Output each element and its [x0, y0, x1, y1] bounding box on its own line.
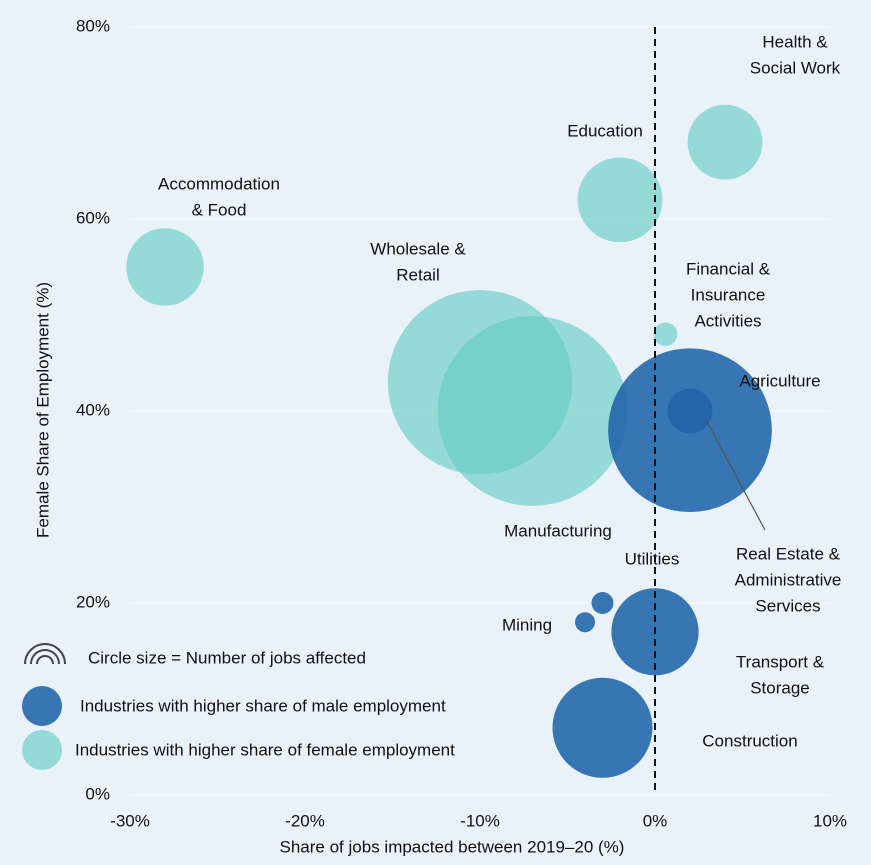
point-label: Health &: [762, 32, 828, 51]
legend-swatch: [22, 730, 62, 770]
bubble: [126, 228, 204, 306]
size-legend-icon: [30, 649, 60, 665]
point-label: Services: [755, 596, 820, 615]
point-label: Accommodation: [158, 174, 280, 193]
x-axis-label: Share of jobs impacted between 2019–20 (…: [280, 837, 625, 856]
point-label: Utilities: [625, 549, 680, 568]
bubble: [577, 157, 663, 243]
size-legend-icon: [36, 655, 54, 665]
point-label: Administrative: [735, 570, 842, 589]
x-tick-label: -10%: [460, 811, 500, 830]
x-tick-label: -30%: [110, 811, 150, 830]
bubble: [575, 612, 595, 633]
bubble: [653, 322, 678, 347]
legend-swatch: [22, 686, 62, 726]
bubble: [437, 316, 628, 506]
legend-text: Industries with higher share of female e…: [75, 740, 455, 759]
legend-text: Industries with higher share of male emp…: [80, 696, 446, 715]
point-label: Activities: [694, 311, 761, 330]
point-label: Wholesale &: [370, 239, 466, 258]
leader-line: [704, 417, 766, 531]
point-label: Storage: [750, 678, 810, 697]
point-label: Social Work: [750, 58, 841, 77]
y-tick-label: 40%: [76, 400, 110, 419]
point-label: Financial &: [686, 259, 771, 278]
size-legend-text: Circle size = Number of jobs affected: [88, 648, 366, 667]
point-label: Real Estate &: [736, 544, 841, 563]
point-label: Retail: [396, 265, 439, 284]
point-label: & Food: [192, 200, 247, 219]
bubble: [667, 388, 713, 434]
point-label: Mining: [502, 615, 552, 634]
point-label: Education: [567, 121, 643, 140]
y-tick-label: 20%: [76, 592, 110, 611]
x-tick-label: 0%: [643, 811, 668, 830]
y-tick-label: 80%: [76, 16, 110, 35]
point-label: Insurance: [691, 285, 766, 304]
size-legend-icon: [24, 643, 66, 665]
point-label: Agriculture: [739, 371, 820, 390]
x-tick-label: -20%: [285, 811, 325, 830]
bubble: [687, 104, 763, 180]
point-label: Manufacturing: [504, 521, 612, 540]
point-label: Construction: [702, 731, 797, 750]
bubble: [591, 592, 614, 614]
y-tick-label: 60%: [76, 208, 110, 227]
point-label: Transport &: [736, 652, 825, 671]
y-tick-label: 0%: [85, 784, 110, 803]
x-tick-label: 10%: [813, 811, 847, 830]
bubble: [552, 677, 653, 778]
y-axis-label: Female Share of Employment (%): [33, 282, 52, 538]
